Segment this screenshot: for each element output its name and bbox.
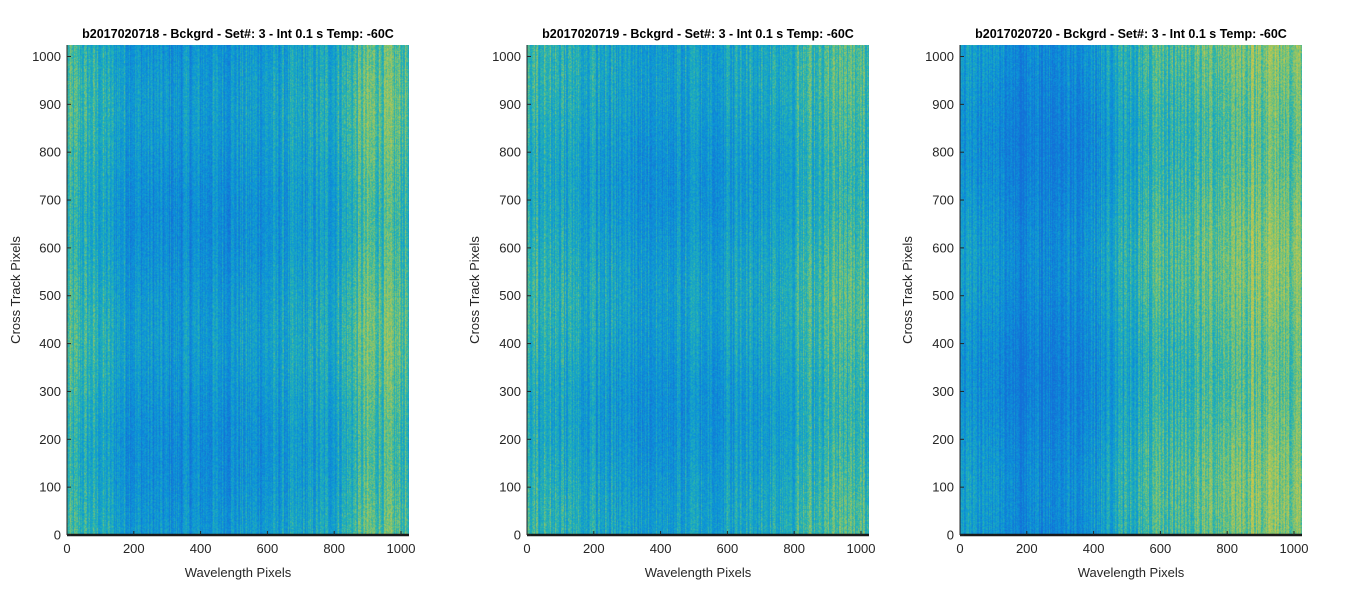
x-tick-label: 0 — [63, 541, 70, 556]
y-tick-label: 900 — [499, 97, 521, 112]
y-tick-label: 1000 — [925, 49, 954, 64]
y-tick-label: 800 — [932, 145, 954, 160]
y-tick-label: 0 — [514, 528, 521, 543]
y-tick-label: 1000 — [492, 49, 521, 64]
y-tick-label: 0 — [947, 528, 954, 543]
x-tick-label: 1000 — [847, 541, 876, 556]
x-tick-label: 800 — [1216, 541, 1238, 556]
heatmap-image — [527, 45, 869, 535]
y-tick-label: 900 — [932, 97, 954, 112]
y-axis-label: Cross Track Pixels — [900, 236, 915, 344]
x-tick-label: 200 — [1016, 541, 1038, 556]
y-tick-label: 200 — [932, 432, 954, 447]
y-tick-label: 800 — [499, 145, 521, 160]
y-tick-label: 100 — [39, 480, 61, 495]
y-tick-label: 0 — [54, 528, 61, 543]
heatmap-panel-1: b2017020718 - Bckgrd - Set#: 3 - Int 0.1… — [8, 27, 415, 580]
y-tick-label: 800 — [39, 145, 61, 160]
x-tick-label: 200 — [123, 541, 145, 556]
heatmap-panel-2: b2017020719 - Bckgrd - Set#: 3 - Int 0.1… — [467, 27, 875, 580]
chart-title: b2017020718 - Bckgrd - Set#: 3 - Int 0.1… — [82, 27, 394, 41]
heatmap-area — [526, 45, 869, 537]
x-tick-label: 600 — [717, 541, 739, 556]
heatmap-area — [66, 45, 409, 537]
y-tick-label: 500 — [499, 288, 521, 303]
x-tick-label: 0 — [523, 541, 530, 556]
axis-ticks: 0 200 400 600 800 1000 0 100 200 300 400 500 600 700 8… — [925, 49, 1308, 556]
y-tick-label: 200 — [499, 432, 521, 447]
x-tick-label: 200 — [583, 541, 605, 556]
chart-title: b2017020719 - Bckgrd - Set#: 3 - Int 0.1… — [542, 27, 854, 41]
y-tick-label: 500 — [932, 288, 954, 303]
y-tick-label: 900 — [39, 97, 61, 112]
y-tick-label: 1000 — [32, 49, 61, 64]
heatmap-image — [67, 45, 409, 535]
y-tick-label: 100 — [932, 480, 954, 495]
y-tick-label: 600 — [39, 240, 61, 255]
axis-ticks: 0 200 400 600 800 1000 0 100 200 300 400 500 600 700 8… — [32, 49, 415, 556]
y-tick-label: 300 — [499, 384, 521, 399]
y-tick-label: 400 — [499, 336, 521, 351]
y-tick-label: 300 — [932, 384, 954, 399]
y-tick-label: 200 — [39, 432, 61, 447]
x-axis-label: Wavelength Pixels — [645, 565, 752, 580]
heatmap-panel-3: b2017020720 - Bckgrd - Set#: 3 - Int 0.1… — [900, 27, 1308, 580]
heatmap-image — [960, 45, 1302, 535]
y-axis-label: Cross Track Pixels — [8, 236, 23, 344]
y-tick-label: 700 — [932, 193, 954, 208]
y-tick-label: 100 — [499, 480, 521, 495]
x-tick-label: 600 — [1150, 541, 1172, 556]
x-tick-label: 1000 — [387, 541, 416, 556]
y-tick-label: 600 — [499, 240, 521, 255]
y-tick-label: 700 — [39, 193, 61, 208]
x-axis-label: Wavelength Pixels — [185, 565, 292, 580]
y-tick-label: 500 — [39, 288, 61, 303]
y-tick-label: 600 — [932, 240, 954, 255]
x-axis-label: Wavelength Pixels — [1078, 565, 1185, 580]
x-tick-label: 800 — [323, 541, 345, 556]
y-tick-label: 400 — [39, 336, 61, 351]
axis-ticks: 0 200 400 600 800 1000 0 100 200 300 400 500 600 700 8… — [492, 49, 875, 556]
x-tick-label: 600 — [257, 541, 279, 556]
chart-title: b2017020720 - Bckgrd - Set#: 3 - Int 0.1… — [975, 27, 1287, 41]
x-tick-label: 400 — [1083, 541, 1105, 556]
x-tick-label: 400 — [190, 541, 212, 556]
x-tick-label: 400 — [650, 541, 672, 556]
y-axis-label: Cross Track Pixels — [467, 236, 482, 344]
y-tick-label: 700 — [499, 193, 521, 208]
x-tick-label: 800 — [783, 541, 805, 556]
x-tick-label: 1000 — [1280, 541, 1309, 556]
y-tick-label: 300 — [39, 384, 61, 399]
x-tick-label: 0 — [956, 541, 963, 556]
y-tick-label: 400 — [932, 336, 954, 351]
heatmap-area — [959, 45, 1302, 537]
